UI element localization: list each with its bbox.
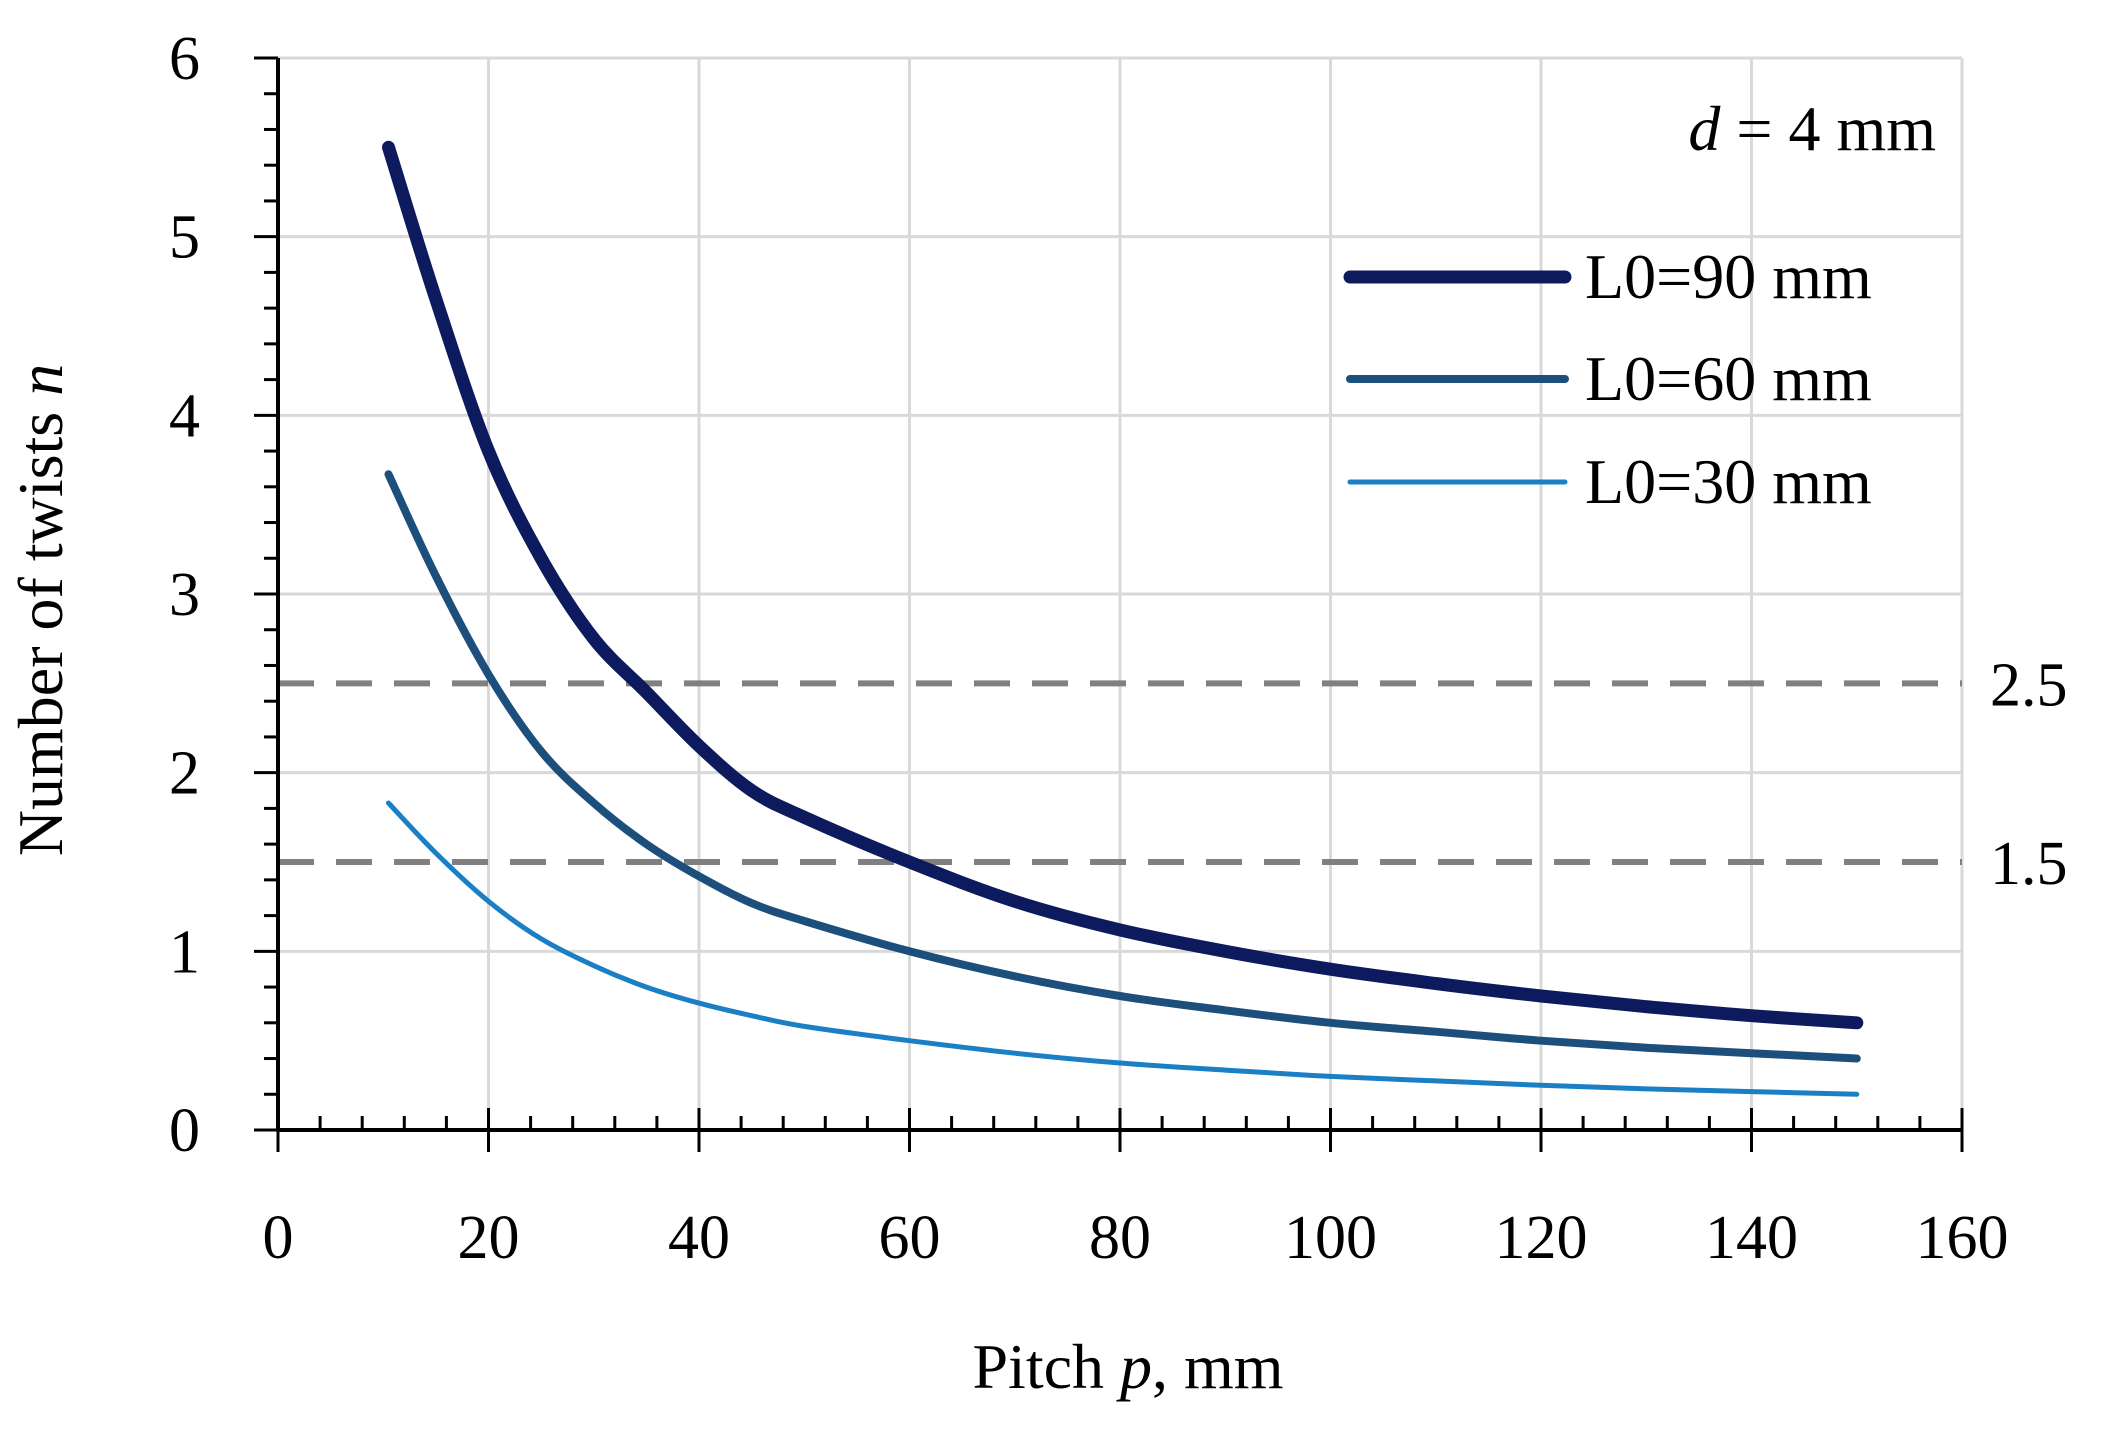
- y-axis-title: Number of twists n: [5, 364, 76, 856]
- y-tick-label-5: 5: [169, 204, 200, 272]
- reference-lines: [278, 680, 1962, 865]
- legend-label-l0-90: L0=90 mm: [1585, 241, 1872, 312]
- series-lines: [382, 140, 1864, 1097]
- legend-label-l0-30: L0=30 mm: [1585, 446, 1872, 517]
- annotation-var: d: [1688, 93, 1721, 164]
- x-axis-title-var: p: [1116, 1331, 1152, 1402]
- x-tick-label-160: 160: [1916, 1204, 2009, 1272]
- x-tick-label-80: 80: [1089, 1204, 1151, 1272]
- y-tick-label-4: 4: [169, 382, 200, 450]
- y-tick-label-0: 0: [169, 1097, 200, 1165]
- y-tick-label-3: 3: [169, 561, 200, 629]
- y-tick-label-6: 6: [169, 25, 200, 93]
- legend-label-l0-60: L0=60 mm: [1585, 343, 1872, 414]
- y-tick-label-1: 1: [169, 918, 200, 986]
- series-line-l0-90: [382, 140, 1864, 1030]
- x-tick-label-20: 20: [458, 1204, 520, 1272]
- x-tick-label-0: 0: [263, 1204, 294, 1272]
- x-axis-title: Pitch p, mm: [972, 1331, 1283, 1402]
- y-tick-label-2: 2: [169, 740, 200, 808]
- parameter-annotation: d = 4 mm: [1688, 93, 1936, 164]
- x-axis-title-text: Pitch: [972, 1331, 1120, 1402]
- x-tick-label-140: 140: [1705, 1204, 1798, 1272]
- annotation-text: = 4 mm: [1720, 93, 1936, 164]
- y-axis-title-text: Number of twists: [5, 396, 76, 856]
- reference-label-1.5: 1.5: [1990, 830, 2068, 898]
- series-line-l0-60: [384, 470, 1861, 1063]
- x-tick-label-100: 100: [1284, 1204, 1377, 1272]
- x-tick-label-40: 40: [668, 1204, 730, 1272]
- reference-label-2.5: 2.5: [1990, 651, 2068, 719]
- axes: [254, 56, 1964, 1152]
- legend: L0=90 mm L0=60 mm L0=30 mm: [1343, 241, 1872, 517]
- y-axis-title-var: n: [5, 364, 76, 396]
- x-tick-label-120: 120: [1495, 1204, 1588, 1272]
- x-tick-label-60: 60: [879, 1204, 941, 1272]
- series-line-l0-30: [386, 800, 1860, 1097]
- x-axis-title-suffix: , mm: [1152, 1331, 1284, 1402]
- grid: [278, 56, 1964, 1130]
